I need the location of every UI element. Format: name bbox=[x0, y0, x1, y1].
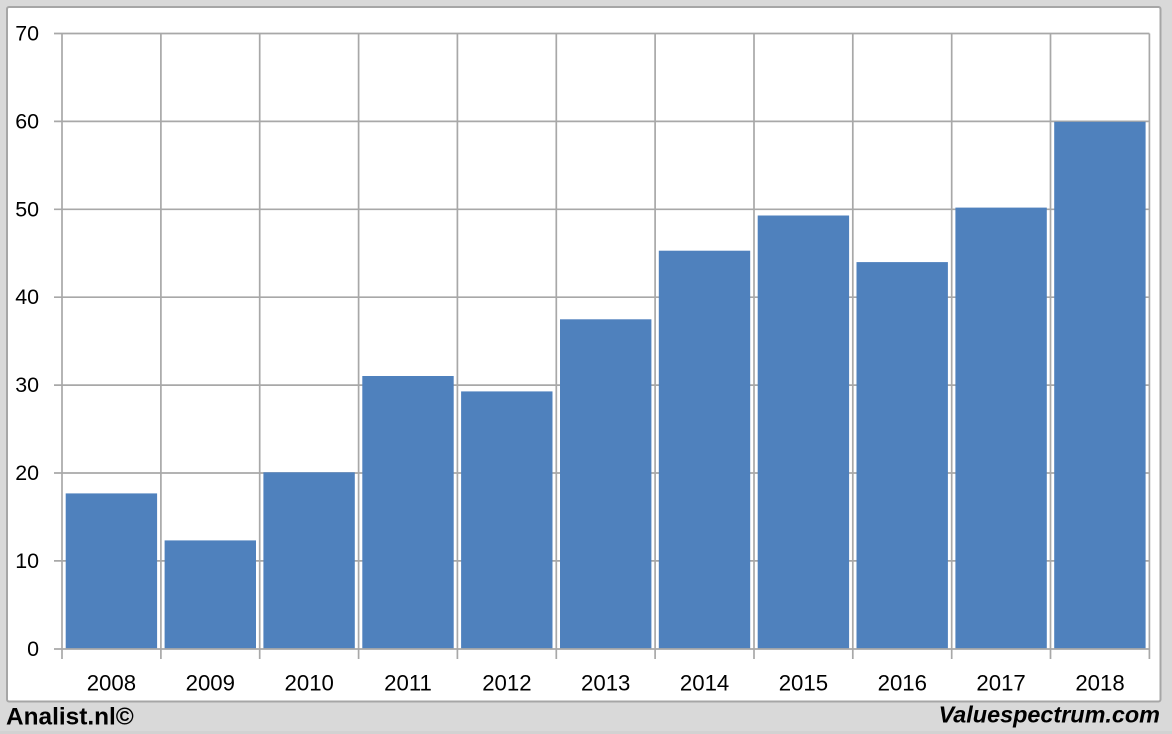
svg-text:2010: 2010 bbox=[285, 671, 334, 696]
svg-text:2016: 2016 bbox=[878, 671, 927, 696]
svg-text:10: 10 bbox=[15, 549, 39, 573]
svg-text:50: 50 bbox=[15, 197, 39, 221]
svg-text:2017: 2017 bbox=[976, 671, 1025, 696]
svg-text:2009: 2009 bbox=[186, 671, 235, 696]
svg-text:2011: 2011 bbox=[384, 671, 432, 696]
svg-text:2014: 2014 bbox=[680, 671, 729, 696]
svg-text:2015: 2015 bbox=[779, 671, 828, 696]
svg-text:2018: 2018 bbox=[1075, 671, 1124, 696]
svg-text:2013: 2013 bbox=[581, 671, 630, 696]
svg-text:70: 70 bbox=[15, 22, 39, 46]
svg-text:60: 60 bbox=[15, 109, 39, 133]
svg-text:Analist.nl©: Analist.nl© bbox=[6, 704, 134, 731]
svg-text:2008: 2008 bbox=[87, 671, 136, 696]
svg-text:40: 40 bbox=[15, 285, 39, 309]
svg-text:30: 30 bbox=[15, 373, 39, 397]
svg-text:Valuespectrum.com: Valuespectrum.com bbox=[939, 702, 1160, 728]
svg-text:2012: 2012 bbox=[482, 671, 531, 696]
svg-text:20: 20 bbox=[15, 461, 39, 485]
svg-text:0: 0 bbox=[27, 637, 39, 661]
